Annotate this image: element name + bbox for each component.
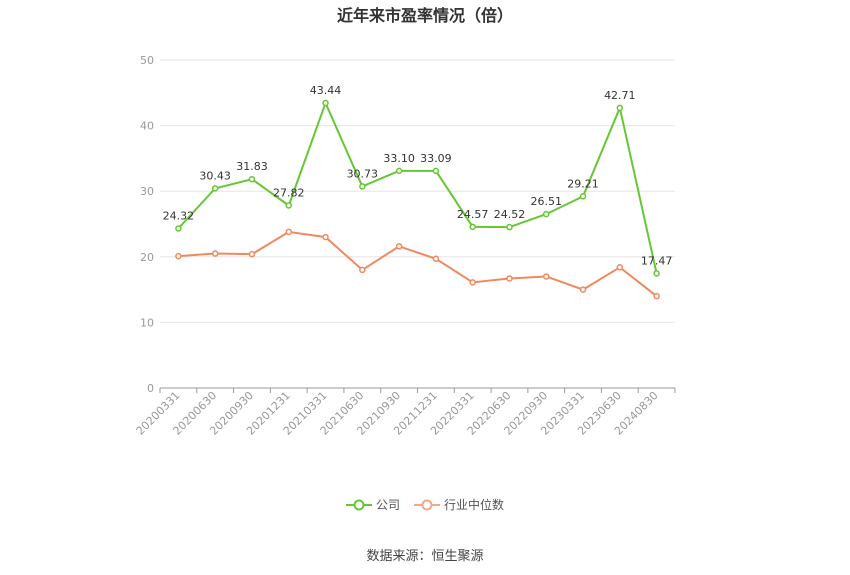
industry-data-point[interactable] xyxy=(359,266,366,274)
company-data-point[interactable] xyxy=(653,270,660,277)
legend-company-label: 公司 xyxy=(375,498,400,512)
industry-data-point[interactable] xyxy=(175,252,182,260)
industry-data-point[interactable] xyxy=(653,292,660,300)
y-tick-label: 10 xyxy=(140,316,154,329)
company-data-point[interactable] xyxy=(395,167,403,175)
y-tick-label: 30 xyxy=(140,185,154,198)
data-label: 24.32 xyxy=(163,209,195,222)
legend-company-marker-icon xyxy=(345,499,372,510)
company-data-point[interactable] xyxy=(285,202,292,209)
data-label: 43.44 xyxy=(310,84,342,97)
y-tick-label: 0 xyxy=(147,382,154,395)
industry-data-point[interactable] xyxy=(211,250,219,257)
legend-item-company[interactable]: 公司 xyxy=(345,496,400,513)
data-label: 33.09 xyxy=(420,152,452,165)
company-data-point[interactable] xyxy=(175,225,182,232)
data-label: 42.71 xyxy=(604,89,636,102)
company-data-point[interactable] xyxy=(616,104,624,112)
y-tick-label: 40 xyxy=(140,120,154,133)
industry-data-point[interactable] xyxy=(395,243,403,250)
company-data-point[interactable] xyxy=(469,223,476,231)
industry-series-line xyxy=(178,230,658,297)
industry-data-point[interactable] xyxy=(248,250,256,258)
legend-industry-marker-icon xyxy=(414,499,440,510)
data-label: 33.10 xyxy=(383,152,415,165)
line-chart: 0102030405020200331202006302020093020201… xyxy=(134,54,676,438)
data-label: 24.52 xyxy=(494,208,526,221)
company-series-line xyxy=(177,100,658,274)
chart-title: 近年来市盈率情况（倍） xyxy=(336,6,513,25)
industry-data-point[interactable] xyxy=(506,275,513,282)
data-source: 数据来源：恒生聚源 xyxy=(366,549,484,564)
company-data-point[interactable] xyxy=(432,167,440,175)
company-data-point[interactable] xyxy=(579,193,587,200)
y-tick-label: 50 xyxy=(140,54,154,67)
y-tick-label: 20 xyxy=(140,251,154,264)
industry-data-point[interactable] xyxy=(543,273,550,280)
legend: 公司 行业中位数 xyxy=(0,496,850,513)
data-label: 27.82 xyxy=(273,187,305,200)
company-data-point[interactable] xyxy=(211,185,219,192)
company-data-point[interactable] xyxy=(322,99,329,107)
company-data-point[interactable] xyxy=(248,175,256,183)
data-label: 29.21 xyxy=(567,177,599,190)
legend-item-industry[interactable]: 行业中位数 xyxy=(414,496,504,513)
industry-data-point[interactable] xyxy=(579,286,587,293)
industry-data-point[interactable] xyxy=(616,264,624,271)
industry-data-point[interactable] xyxy=(322,233,329,241)
company-data-point[interactable] xyxy=(359,183,366,190)
industry-data-point[interactable] xyxy=(432,255,440,263)
company-data-point[interactable] xyxy=(506,223,513,231)
legend-industry-label: 行业中位数 xyxy=(444,498,505,512)
data-label: 26.51 xyxy=(531,195,563,208)
industry-data-point[interactable] xyxy=(469,279,476,286)
company-data-point[interactable] xyxy=(543,210,550,218)
data-label: 30.43 xyxy=(199,169,231,182)
industry-data-point[interactable] xyxy=(285,228,292,236)
data-label: 24.57 xyxy=(457,208,489,221)
data-label: 30.73 xyxy=(347,167,379,180)
data-label: 17.47 xyxy=(641,254,673,267)
data-label: 31.83 xyxy=(236,160,268,173)
